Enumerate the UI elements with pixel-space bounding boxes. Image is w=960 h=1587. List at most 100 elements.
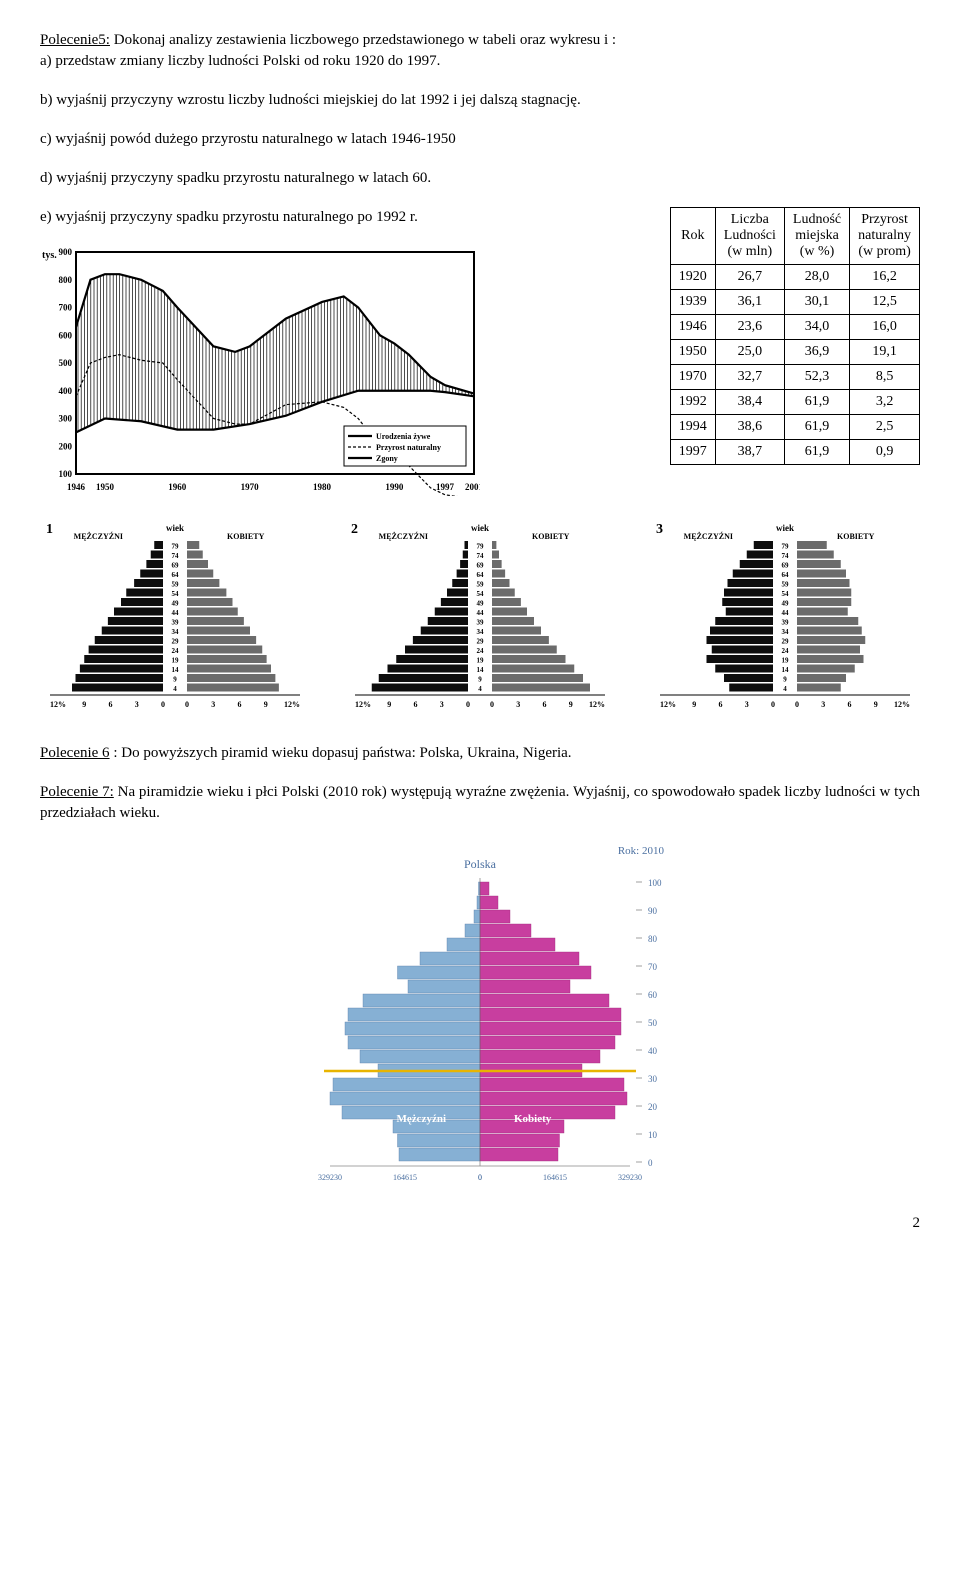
svg-text:3: 3 bbox=[656, 522, 663, 537]
svg-text:2: 2 bbox=[351, 522, 358, 537]
svg-text:29: 29 bbox=[477, 638, 485, 646]
svg-text:14: 14 bbox=[477, 666, 485, 674]
pyramid-2: 2wiekMĘŻCZYŹNIKOBIETY7974696459544944393… bbox=[345, 519, 615, 719]
task6-heading: Polecenie 6 bbox=[40, 745, 110, 761]
svg-text:100: 100 bbox=[648, 878, 662, 888]
svg-text:34: 34 bbox=[172, 628, 180, 636]
svg-text:64: 64 bbox=[172, 571, 180, 579]
table-cell: 0,9 bbox=[850, 440, 920, 465]
svg-text:79: 79 bbox=[782, 543, 790, 551]
svg-text:59: 59 bbox=[782, 581, 790, 589]
svg-text:1946: 1946 bbox=[67, 482, 86, 492]
svg-text:1970: 1970 bbox=[241, 482, 260, 492]
table-cell: 12,5 bbox=[850, 290, 920, 315]
svg-text:tys.: tys. bbox=[42, 250, 57, 261]
table-cell: 34,0 bbox=[784, 315, 849, 340]
svg-text:9: 9 bbox=[874, 700, 878, 709]
svg-text:3: 3 bbox=[135, 700, 139, 709]
table-cell: 61,9 bbox=[784, 440, 849, 465]
poland-pyramid: Rok: 2010Polska1009080706050403020100Męż… bbox=[290, 842, 670, 1202]
svg-text:9: 9 bbox=[783, 676, 787, 684]
svg-text:100: 100 bbox=[59, 469, 73, 479]
table-cell: 30,1 bbox=[784, 290, 849, 315]
page-number: 2 bbox=[40, 1215, 920, 1232]
svg-text:9: 9 bbox=[264, 700, 268, 709]
th-przyrost: Przyrost naturalny (w prom) bbox=[850, 208, 920, 265]
population-table: Rok Liczba Ludności (w mln) Ludność miej… bbox=[670, 207, 920, 465]
table-row: 195025,036,919,1 bbox=[670, 340, 919, 365]
svg-text:9: 9 bbox=[82, 700, 86, 709]
table-cell: 16,2 bbox=[850, 265, 920, 290]
th-liczba: Liczba Ludności (w mln) bbox=[715, 208, 784, 265]
svg-text:24: 24 bbox=[782, 647, 790, 655]
svg-text:74: 74 bbox=[782, 552, 790, 560]
svg-text:29: 29 bbox=[172, 638, 180, 646]
svg-text:54: 54 bbox=[477, 590, 485, 598]
svg-text:54: 54 bbox=[782, 590, 790, 598]
svg-text:1980: 1980 bbox=[313, 482, 332, 492]
th-ludnosc: Ludność miejska (w %) bbox=[784, 208, 849, 265]
table-cell: 1994 bbox=[670, 415, 715, 440]
svg-text:3: 3 bbox=[211, 700, 215, 709]
table-row: 199238,461,93,2 bbox=[670, 390, 919, 415]
svg-text:500: 500 bbox=[59, 358, 73, 368]
task7: Polecenie 7: Na piramidzie wieku i płci … bbox=[40, 782, 920, 824]
svg-text:74: 74 bbox=[172, 552, 180, 560]
svg-text:0: 0 bbox=[185, 700, 189, 709]
svg-text:KOBIETY: KOBIETY bbox=[532, 532, 570, 541]
table-cell: 32,7 bbox=[715, 365, 784, 390]
svg-text:59: 59 bbox=[477, 581, 485, 589]
task5-c: c) wyjaśnij powód dużego przyrostu natur… bbox=[40, 129, 920, 150]
svg-text:44: 44 bbox=[782, 609, 790, 617]
table-cell: 8,5 bbox=[850, 365, 920, 390]
svg-text:6: 6 bbox=[414, 700, 418, 709]
svg-text:24: 24 bbox=[172, 647, 180, 655]
svg-text:6: 6 bbox=[719, 700, 723, 709]
svg-text:9: 9 bbox=[569, 700, 573, 709]
svg-text:39: 39 bbox=[782, 619, 790, 627]
svg-text:164615: 164615 bbox=[393, 1173, 417, 1182]
svg-text:800: 800 bbox=[59, 275, 73, 285]
poland-pyramid-wrap: Rok: 2010Polska1009080706050403020100Męż… bbox=[40, 842, 920, 1207]
svg-text:54: 54 bbox=[172, 590, 180, 598]
svg-text:30: 30 bbox=[648, 1074, 658, 1084]
table-cell: 23,6 bbox=[715, 315, 784, 340]
svg-text:2001: 2001 bbox=[465, 482, 480, 492]
svg-text:6: 6 bbox=[848, 700, 852, 709]
svg-text:MĘŻCZYŹNI: MĘŻCZYŹNI bbox=[74, 531, 123, 541]
task6: Polecenie 6 : Do powyższych piramid wiek… bbox=[40, 743, 920, 764]
svg-text:64: 64 bbox=[782, 571, 790, 579]
table-cell: 16,0 bbox=[850, 315, 920, 340]
table-row: 197032,752,38,5 bbox=[670, 365, 919, 390]
table-cell: 2,5 bbox=[850, 415, 920, 440]
pyramid-1: 1wiekMĘŻCZYŹNIKOBIETY7974696459544944393… bbox=[40, 519, 310, 719]
svg-text:Kobiety: Kobiety bbox=[514, 1113, 552, 1125]
svg-text:900: 900 bbox=[59, 247, 73, 257]
svg-text:9: 9 bbox=[387, 700, 391, 709]
svg-text:300: 300 bbox=[59, 414, 73, 424]
th-rok: Rok bbox=[670, 208, 715, 265]
svg-text:80: 80 bbox=[648, 934, 658, 944]
svg-text:60: 60 bbox=[648, 990, 658, 1000]
svg-text:3: 3 bbox=[821, 700, 825, 709]
svg-text:20: 20 bbox=[648, 1102, 658, 1112]
svg-text:600: 600 bbox=[59, 330, 73, 340]
table-row: 194623,634,016,0 bbox=[670, 315, 919, 340]
table-cell: 19,1 bbox=[850, 340, 920, 365]
svg-text:1: 1 bbox=[46, 522, 53, 537]
main-chart: tys.900800700600500400300200100194619501… bbox=[40, 246, 480, 496]
svg-text:329230: 329230 bbox=[318, 1173, 342, 1182]
svg-text:4: 4 bbox=[783, 685, 787, 693]
svg-text:Mężczyźni: Mężczyźni bbox=[397, 1113, 446, 1125]
svg-text:0: 0 bbox=[466, 700, 470, 709]
svg-text:19: 19 bbox=[477, 657, 485, 665]
svg-text:3: 3 bbox=[440, 700, 444, 709]
svg-text:14: 14 bbox=[782, 666, 790, 674]
svg-text:12%: 12% bbox=[589, 700, 605, 709]
svg-text:49: 49 bbox=[477, 600, 485, 608]
table-cell: 38,4 bbox=[715, 390, 784, 415]
svg-text:39: 39 bbox=[172, 619, 180, 627]
svg-text:KOBIETY: KOBIETY bbox=[227, 532, 265, 541]
pyramid-3: 3wiekMĘŻCZYŹNIKOBIETY7974696459544944393… bbox=[650, 519, 920, 719]
svg-text:19: 19 bbox=[782, 657, 790, 665]
